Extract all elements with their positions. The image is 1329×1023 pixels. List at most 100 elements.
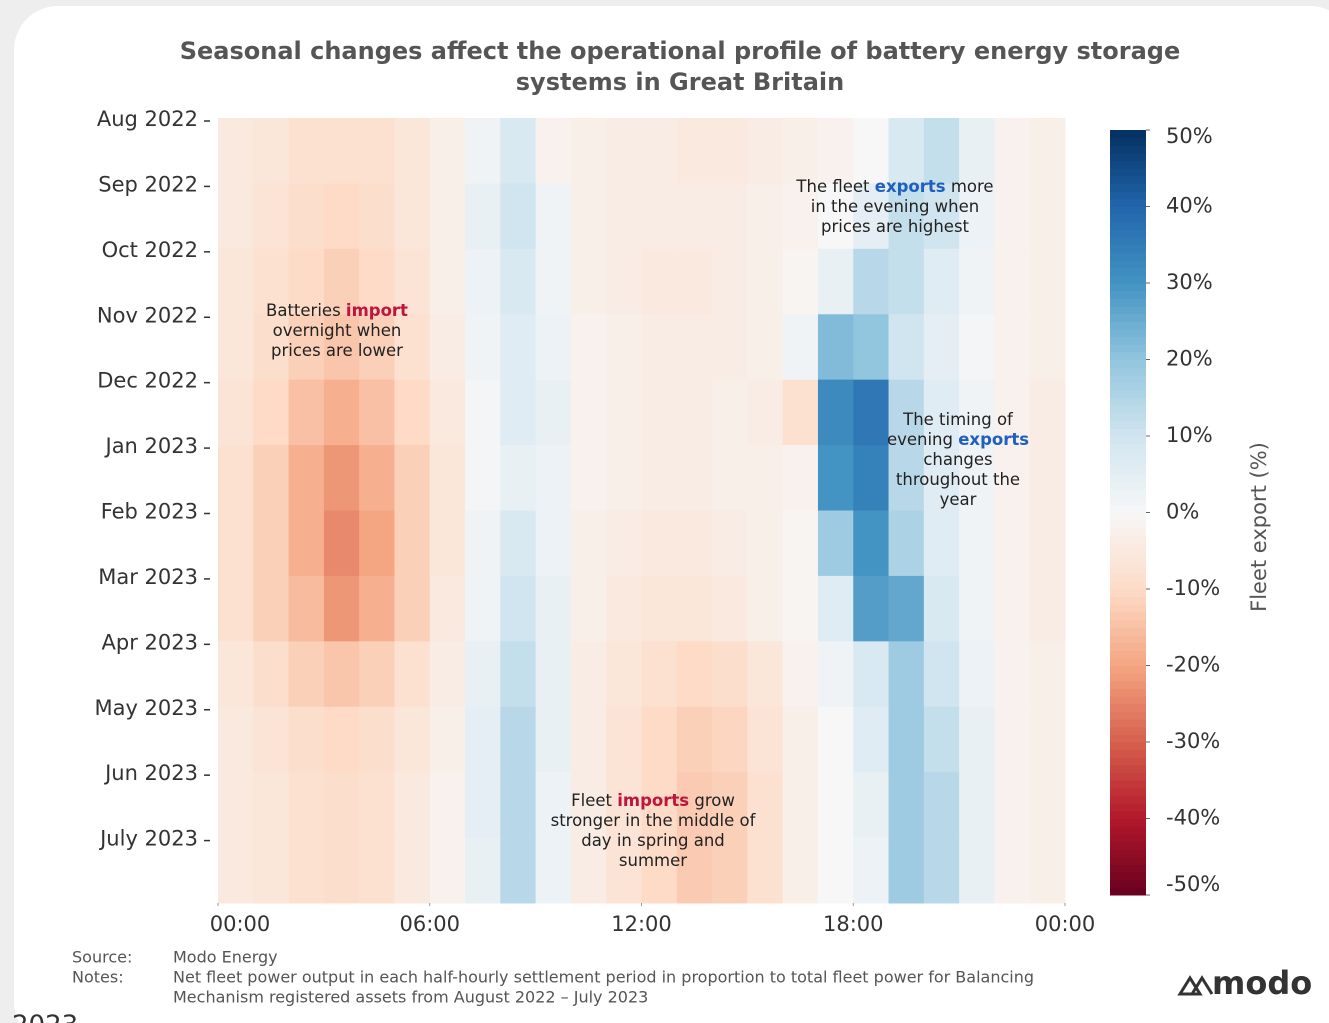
- heat-cell: [747, 248, 784, 315]
- x-tick-label: 12:00: [611, 912, 672, 936]
- annotation-text: more: [951, 177, 994, 196]
- y-tick-label: Jan 2023: [104, 434, 199, 458]
- heat-cell: [606, 379, 642, 446]
- heat-cell: [535, 510, 572, 577]
- heat-cell: [676, 510, 713, 577]
- colorbar-step: [1110, 237, 1146, 246]
- heat-cell: [853, 445, 890, 511]
- y-tick-label: Feb 2023: [101, 500, 198, 524]
- heat-cell: [782, 445, 819, 511]
- heat-cell: [570, 641, 607, 708]
- heat-cell: [923, 445, 960, 511]
- heat-cell: [288, 314, 325, 381]
- annotation-emphasis: exports: [958, 430, 1029, 449]
- heat-cell: [676, 379, 713, 446]
- heat-cell: [853, 248, 890, 315]
- heat-cell: [500, 183, 537, 250]
- colorbar-step: [1110, 803, 1146, 812]
- heat-cell: [712, 248, 748, 315]
- heat-cell: [323, 575, 360, 642]
- annotation: in the evening when: [811, 197, 979, 216]
- colorbar-step: [1110, 742, 1146, 751]
- colorbar-step: [1110, 260, 1146, 269]
- colorbar-step: [1110, 887, 1146, 896]
- heat-cell: [500, 510, 537, 577]
- heat-cell: [465, 706, 501, 773]
- heat-cell: [429, 118, 466, 184]
- heat-cell: [429, 314, 466, 381]
- heat-cell: [994, 641, 1031, 708]
- colorbar-step: [1110, 206, 1146, 215]
- notes-label: Notes:: [72, 968, 124, 987]
- heat-cell: [782, 706, 819, 773]
- colorbar-step: [1110, 175, 1146, 185]
- annotation-text: in the evening when: [811, 197, 979, 216]
- colorbar-step: [1110, 780, 1146, 789]
- heat-cell: [888, 575, 925, 642]
- source: Modo Energy: [173, 948, 278, 967]
- colorbar-step: [1110, 160, 1146, 169]
- annotation: overnight when: [273, 321, 402, 340]
- heat-cell: [218, 379, 254, 446]
- heat-cell: [888, 314, 925, 381]
- colorbar-step: [1110, 650, 1146, 659]
- colorbar-step: [1110, 283, 1146, 292]
- heat-cell: [500, 379, 537, 446]
- annotation: changes: [923, 450, 992, 469]
- heat-cell: [359, 510, 395, 577]
- heat-cell: [817, 314, 854, 381]
- heat-cell: [747, 183, 784, 250]
- heat-cell: [394, 248, 431, 315]
- heat-cell: [641, 248, 678, 315]
- heat-cell: [676, 183, 713, 250]
- heat-cell: [218, 314, 254, 381]
- annotation: prices are lower: [271, 341, 403, 360]
- heat-cell: [817, 772, 854, 839]
- annotation-text: grow: [694, 791, 735, 810]
- heat-cell: [641, 183, 678, 250]
- heat-cell: [676, 118, 713, 184]
- heat-cell: [359, 445, 395, 511]
- heat-cell: [994, 772, 1031, 839]
- heat-cell: [500, 772, 537, 839]
- annotation: Batteries import: [266, 301, 408, 320]
- colorbar-step: [1110, 611, 1146, 621]
- annotation-text: evening: [887, 430, 953, 449]
- heat-cell: [747, 118, 784, 184]
- heat-cell: [394, 445, 431, 511]
- heat-cell: [853, 575, 890, 642]
- colorbar-step: [1110, 305, 1146, 315]
- heat-cell: [218, 183, 254, 250]
- heat-cell: [853, 706, 890, 773]
- colorbar-step: [1110, 520, 1146, 529]
- heat-cell: [218, 575, 254, 642]
- annotation-emphasis: imports: [617, 791, 689, 810]
- colorbar-step: [1110, 757, 1146, 766]
- heat-cell: [959, 510, 995, 577]
- colorbar-step: [1110, 719, 1146, 728]
- colorbar-step: [1110, 726, 1146, 735]
- heat-cell: [712, 510, 748, 577]
- heat-cell: [994, 575, 1031, 642]
- x-tick-label: 18:00: [823, 912, 884, 936]
- heat-cell: [888, 706, 925, 773]
- colorbar-step: [1110, 198, 1146, 207]
- heat-cell: [782, 837, 819, 904]
- heat-cell: [323, 183, 360, 250]
- heat-cell: [641, 837, 678, 904]
- heat-cell: [606, 510, 642, 577]
- heat-cell: [323, 248, 360, 315]
- colorbar-step: [1110, 382, 1146, 391]
- heat-cell: [853, 641, 890, 708]
- colorbar-tick-label: 0%: [1166, 500, 1199, 524]
- annotation-text: prices are lower: [271, 341, 403, 360]
- colorbar-step: [1110, 351, 1146, 360]
- heat-cell: [359, 118, 395, 184]
- heat-cell: [429, 575, 466, 642]
- heat-cell: [1029, 379, 1066, 446]
- heat-cell: [994, 510, 1031, 577]
- colorbar-step: [1110, 321, 1146, 330]
- heat-cell: [606, 445, 642, 511]
- heat-cell: [1029, 510, 1066, 577]
- heat-cell: [570, 772, 607, 839]
